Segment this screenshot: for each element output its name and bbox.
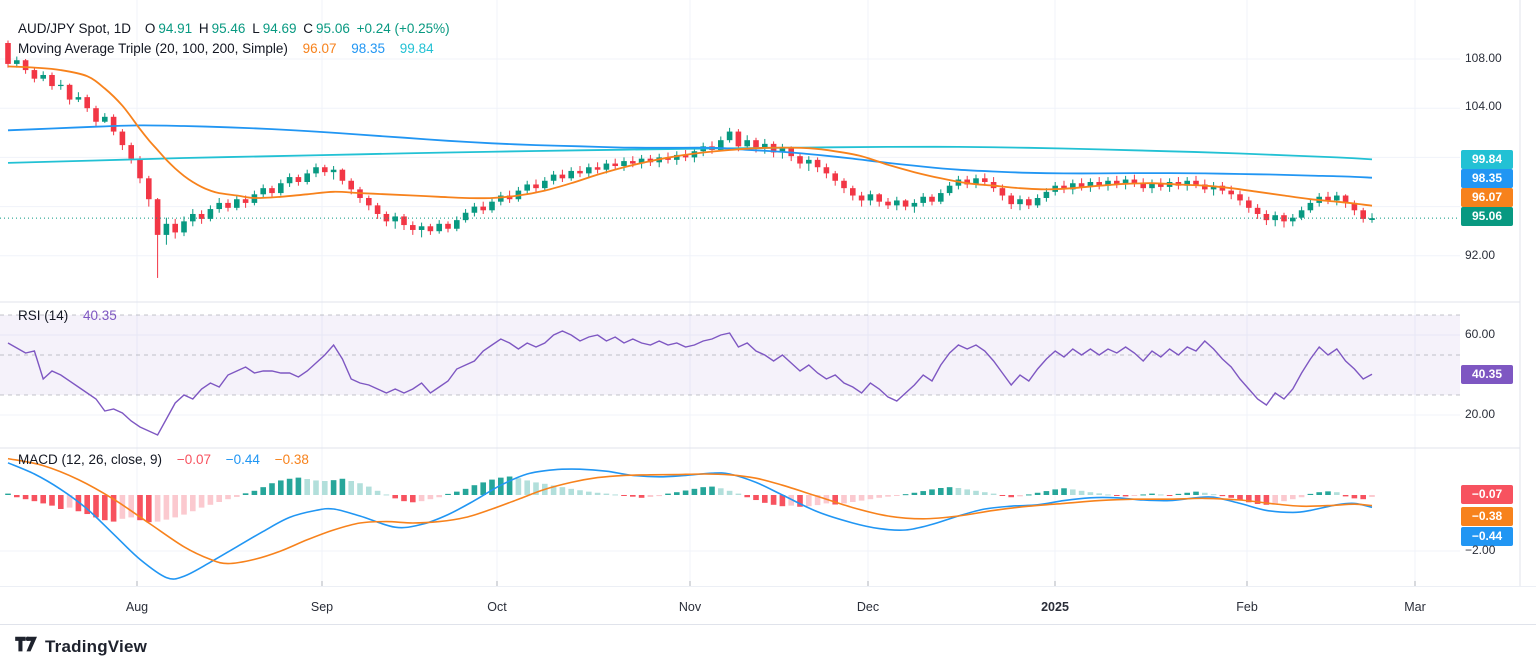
macd-signal-value: −0.38: [274, 452, 309, 467]
time-label-nov: Nov: [678, 600, 702, 614]
macd-hist-value: −0.07: [176, 452, 211, 467]
sma100-value: 98.35: [351, 41, 386, 56]
ohlc-low-value: 94.69: [262, 21, 297, 36]
sma200-value-badge: 99.84: [1461, 150, 1513, 169]
macd-label-neg2: −2.00: [1465, 543, 1496, 557]
rsi-label-20: 20.00: [1465, 407, 1496, 421]
macd-histogram: [5, 476, 1375, 523]
sma100-value-badge: 98.35: [1461, 169, 1513, 188]
macd-line-value: −0.44: [225, 452, 260, 467]
macd-line-badge: −0.44: [1461, 527, 1513, 546]
price-label-104: 104.00: [1465, 99, 1502, 114]
sma20-value-badge: 96.07: [1461, 188, 1513, 207]
rsi-indicator-title: RSI (14): [18, 308, 69, 323]
sma20-value: 96.07: [302, 41, 337, 56]
macd-legend-row[interactable]: MACD (12, 26, close, 9) −0.07 −0.44 −0.3…: [18, 452, 312, 467]
rsi-value: 40.35: [83, 308, 117, 323]
macd-signal-badge: −0.38: [1461, 506, 1513, 526]
time-label-aug: Aug: [125, 600, 149, 614]
ohlc-close-value: 95.06: [316, 21, 350, 36]
time-axis[interactable]: Aug Sep Oct Nov Dec 2025 Feb Mar: [0, 586, 1536, 625]
footer-bar: TradingView: [0, 626, 1536, 667]
time-label-sep: Sep: [310, 600, 334, 614]
sma20-line: [7, 65, 1373, 207]
rsi-legend-row[interactable]: RSI (14) 40.35: [18, 308, 120, 323]
time-label-feb: Feb: [1236, 600, 1258, 614]
time-label-oct: Oct: [487, 600, 507, 614]
ma-indicator-title: Moving Average Triple (20, 100, 200, Sim…: [18, 41, 288, 56]
panel-separators: [0, 0, 1521, 586]
price-label-108: 108.00: [1465, 51, 1502, 65]
time-label-dec: Dec: [856, 600, 880, 614]
time-label-2025: 2025: [1041, 600, 1069, 614]
tradingview-logo-icon[interactable]: [15, 636, 38, 657]
price-label-92: 92.00: [1465, 247, 1496, 262]
sma200-value: 99.84: [399, 41, 434, 56]
ohlc-open-value: 94.91: [158, 21, 193, 36]
time-label-mar: Mar: [1404, 600, 1426, 614]
sma100-line: [7, 124, 1373, 179]
rsi-line: [7, 330, 1373, 436]
ohlc-close-label: C: [303, 21, 314, 36]
brand-name[interactable]: TradingView: [45, 636, 148, 656]
last-price-badge: 95.06: [1461, 207, 1513, 227]
rsi-value-badge: 40.35: [1461, 364, 1513, 384]
macd-hist-badge: −0.07: [1461, 485, 1513, 504]
macd-indicator-title: MACD (12, 26, close, 9): [18, 452, 163, 467]
ma-legend-row[interactable]: Moving Average Triple (20, 100, 200, Sim…: [18, 41, 437, 56]
ohlc-low-label: L: [252, 21, 260, 36]
rsi-band: [0, 314, 1460, 396]
ohlc-high-label: H: [198, 21, 209, 36]
ohlc-open-label: O: [144, 21, 156, 36]
symbol-title: AUD/JPY Spot, 1D: [18, 21, 132, 36]
price-change: +0.24 (+0.25%): [356, 21, 450, 36]
price-chart-canvas[interactable]: [0, 0, 1536, 586]
ohlc-high-value: 95.46: [211, 21, 246, 36]
rsi-label-60: 60.00: [1465, 327, 1496, 341]
macd-signal-line: [7, 457, 1373, 565]
